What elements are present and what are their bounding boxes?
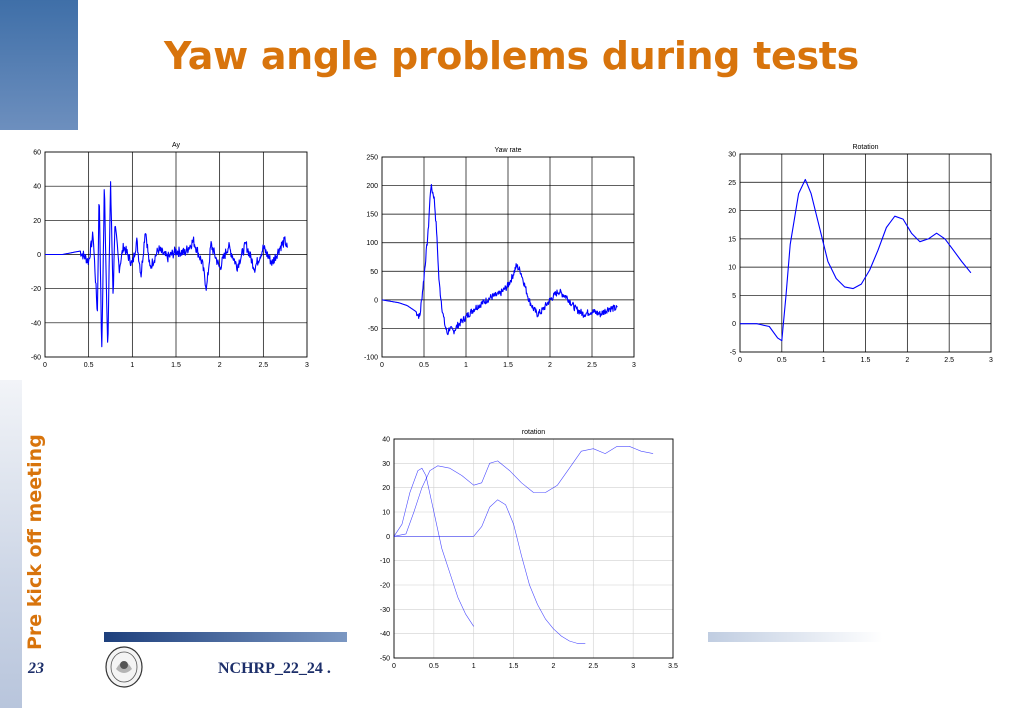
page-number: 23 <box>28 660 44 677</box>
y-tick-label: 20 <box>728 208 736 215</box>
series-line <box>44 181 288 348</box>
x-tick-label: 2 <box>548 362 552 369</box>
x-tick-label: 1.5 <box>861 357 871 364</box>
x-tick-label: 1.5 <box>503 362 513 369</box>
series-line <box>381 183 618 336</box>
x-tick-label: 2 <box>551 663 555 670</box>
x-tick-label: 0.5 <box>419 362 429 369</box>
x-tick-label: 2.5 <box>587 362 597 369</box>
footer-bar-right <box>708 632 883 642</box>
x-tick-label: 1 <box>464 362 468 369</box>
plot-area <box>394 439 673 658</box>
x-tick-label: 0 <box>392 663 396 670</box>
y-tick-label: 10 <box>382 510 390 517</box>
plot-area <box>740 154 991 352</box>
side-vertical-label: Pre kick off meeting <box>24 434 46 650</box>
x-tick-label: 0.5 <box>429 663 439 670</box>
plot-frame <box>44 151 308 358</box>
series-line <box>740 178 972 342</box>
x-tick-label: 2 <box>905 357 909 364</box>
series-line <box>393 467 474 627</box>
series-line <box>393 446 654 537</box>
y-tick-label: -100 <box>364 355 378 362</box>
y-tick-label: -5 <box>730 350 736 357</box>
footer-bar-left <box>104 632 347 642</box>
y-tick-label: 0 <box>386 534 390 541</box>
x-tick-label: 2 <box>218 362 222 369</box>
y-tick-label: 40 <box>33 184 41 191</box>
series-line <box>394 499 586 644</box>
corner-accent-block <box>0 0 78 130</box>
y-tick-label: -50 <box>380 656 390 663</box>
side-gradient-strip <box>0 380 22 708</box>
y-tick-label: 100 <box>366 240 378 247</box>
y-tick-label: -30 <box>380 607 390 614</box>
x-tick-label: 0 <box>738 357 742 364</box>
y-tick-label: 10 <box>728 265 736 272</box>
y-tick-label: 15 <box>728 236 736 243</box>
slide-title: Yaw angle problems during tests <box>164 34 859 78</box>
x-tick-label: 0.5 <box>777 357 787 364</box>
y-tick-label: 30 <box>382 461 390 468</box>
chart-title: Rotation <box>852 144 878 151</box>
y-tick-label: 60 <box>33 150 41 157</box>
x-tick-label: 3 <box>305 362 309 369</box>
x-tick-label: 2.5 <box>944 357 954 364</box>
plot-frame <box>739 153 992 353</box>
y-tick-label: 5 <box>732 293 736 300</box>
x-tick-label: 3 <box>632 362 636 369</box>
y-tick-label: -40 <box>31 320 41 327</box>
y-tick-label: -60 <box>31 355 41 362</box>
x-tick-label: 2.5 <box>588 663 598 670</box>
y-tick-label: 150 <box>366 212 378 219</box>
y-tick-label: 20 <box>33 218 41 225</box>
x-tick-label: 3 <box>989 357 993 364</box>
y-tick-label: 40 <box>382 437 390 444</box>
y-tick-label: -50 <box>368 326 378 333</box>
footer-project-code: NCHRP_22_24 . <box>218 660 331 677</box>
chart-title: Ay <box>172 142 181 149</box>
x-tick-label: 3 <box>631 663 635 670</box>
y-tick-label: 200 <box>366 183 378 190</box>
chart-title: Yaw rate <box>494 147 521 154</box>
y-tick-label: -40 <box>380 631 390 638</box>
plot-frame <box>381 156 635 358</box>
y-tick-label: 30 <box>728 152 736 159</box>
y-tick-label: -20 <box>380 583 390 590</box>
x-tick-label: 2.5 <box>258 362 268 369</box>
plot-frame <box>393 438 674 659</box>
x-tick-label: 1 <box>822 357 826 364</box>
y-tick-label: 0 <box>732 321 736 328</box>
y-tick-label: 20 <box>382 485 390 492</box>
x-tick-label: 0 <box>43 362 47 369</box>
x-tick-label: 1.5 <box>509 663 519 670</box>
university-seal-icon <box>105 646 143 688</box>
y-tick-label: 50 <box>370 269 378 276</box>
x-tick-label: 0.5 <box>84 362 94 369</box>
y-tick-label: 0 <box>374 297 378 304</box>
x-tick-label: 1.5 <box>171 362 181 369</box>
y-tick-label: -10 <box>380 558 390 565</box>
x-tick-label: 1 <box>472 663 476 670</box>
x-tick-label: 0 <box>380 362 384 369</box>
x-tick-label: 3.5 <box>668 663 678 670</box>
plot-area <box>382 157 634 357</box>
y-tick-label: 250 <box>366 155 378 162</box>
y-tick-label: -20 <box>31 286 41 293</box>
plot-area <box>45 152 307 357</box>
y-tick-label: 0 <box>37 252 41 259</box>
x-tick-label: 1 <box>130 362 134 369</box>
y-tick-label: 25 <box>728 180 736 187</box>
chart-title: rotation <box>522 429 545 436</box>
